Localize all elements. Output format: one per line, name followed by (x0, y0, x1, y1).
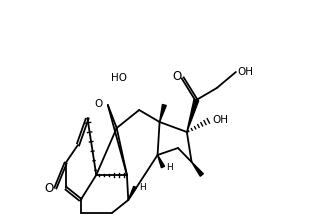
Text: OH: OH (238, 67, 254, 77)
Text: H: H (166, 163, 173, 172)
Polygon shape (192, 162, 203, 176)
Text: OH: OH (212, 115, 228, 125)
Polygon shape (187, 99, 199, 132)
Text: H: H (139, 182, 146, 192)
Polygon shape (160, 105, 166, 122)
Text: O: O (94, 99, 102, 109)
Polygon shape (157, 155, 165, 168)
Text: HO: HO (111, 73, 127, 83)
Text: O: O (44, 182, 53, 194)
Polygon shape (128, 186, 137, 200)
Text: O: O (172, 70, 182, 83)
